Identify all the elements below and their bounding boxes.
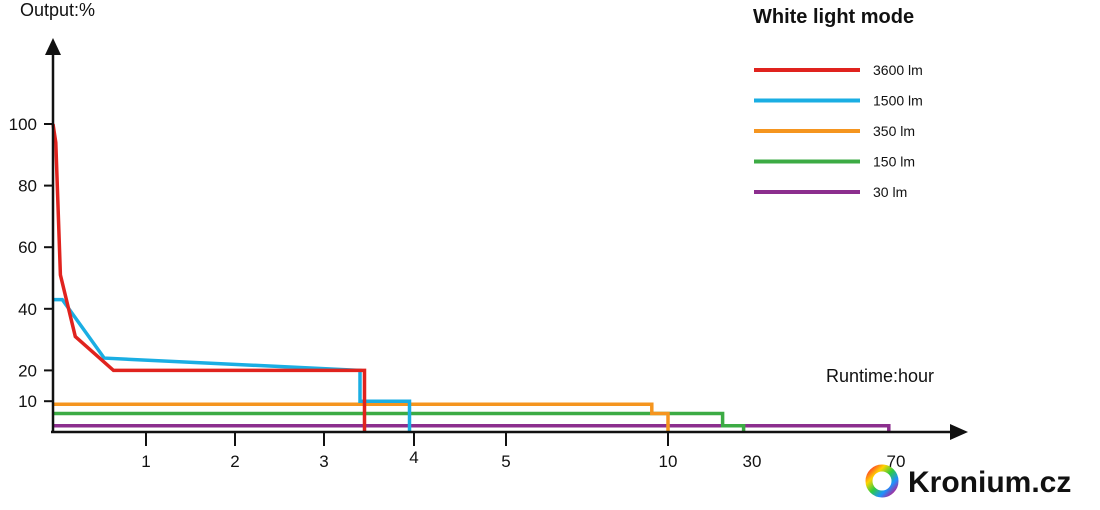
x-tick-label: 4 [409, 448, 418, 467]
y-tick-label: 100 [9, 115, 37, 134]
legend-label: 150 lm [873, 154, 915, 170]
y-tick-label: 10 [18, 392, 37, 411]
y-tick-label: 60 [18, 238, 37, 257]
x-tick-label: 1 [141, 452, 150, 471]
kronium-logo: Kronium.cz [865, 464, 1071, 499]
y-tick-group: 10 20 40 60 80 100 [9, 115, 53, 411]
x-axis-arrow [950, 424, 968, 440]
x-tick-label: 2 [230, 452, 239, 471]
x-tick-group: 1 2 3 4 5 10 30 70 [141, 432, 905, 471]
legend-label: 1500 lm [873, 93, 923, 109]
y-axis-arrow [45, 38, 61, 55]
x-tick-label: 5 [501, 452, 510, 471]
series-line-150-lm [53, 411, 746, 432]
y-tick-label: 20 [18, 361, 37, 380]
series-line-30-lm [53, 424, 891, 432]
rainbow-ring-icon [865, 464, 899, 498]
y-tick-label: 40 [18, 300, 37, 319]
series-line-350-lm [53, 402, 670, 432]
y-axis-title: Output:% [20, 0, 95, 20]
series-layer [51, 123, 891, 432]
legend-label: 350 lm [873, 123, 915, 139]
brand-name: Kronium.cz [908, 466, 1071, 499]
x-tick-label: 30 [743, 452, 762, 471]
legend-label: 3600 lm [873, 62, 923, 78]
x-tick-label: 3 [319, 452, 328, 471]
x-tick-label: 10 [659, 452, 678, 471]
series-line-3600-lm [51, 123, 367, 432]
legend-title: White light mode [753, 6, 914, 28]
y-tick-label: 80 [18, 177, 37, 196]
legend-label: 30 lm [873, 184, 907, 200]
x-axis-title: Runtime:hour [826, 366, 934, 386]
x-tick-label: 70 [887, 452, 906, 471]
legend: 3600 lm 1500 lm 350 lm 150 lm 30 lm [754, 62, 923, 200]
